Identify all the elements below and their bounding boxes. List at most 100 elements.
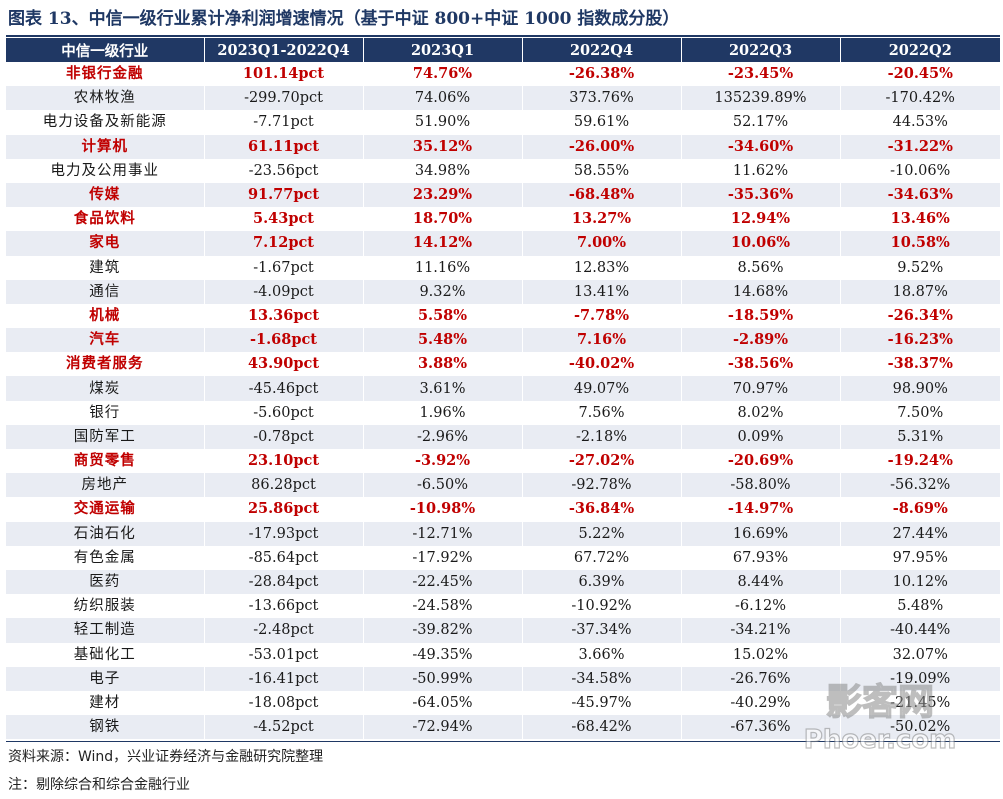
value-cell: -40.29%	[681, 690, 841, 716]
value-cell: -14.97%	[681, 497, 841, 522]
value-cell: -26.34%	[887, 306, 953, 324]
table-row: 银行 -5.60pct 1.96% 7.56% 8.02% 7.50%	[6, 400, 1000, 425]
value-cell: -1.67pct	[204, 255, 364, 280]
industry-name-cell: 通信	[6, 279, 205, 304]
value-cell: 58.55%	[522, 158, 682, 183]
value-cell: -10.98%	[363, 497, 523, 522]
value-cell: -50.02%	[840, 715, 1000, 740]
value-cell: -40.02%	[522, 352, 682, 377]
table-header-row: 中信一级行业 2023Q1-2022Q4 2023Q1 2022Q4 2022Q…	[6, 38, 1000, 62]
value-cell: -6.50%	[363, 473, 523, 498]
table-row: 农林牧渔 -299.70pct 74.06% 373.76% 135239.89% -17…	[6, 86, 1000, 111]
value-cell: 16.69%	[681, 521, 841, 546]
header-2022q4: 2022Q4	[522, 38, 682, 62]
value-cell: 9.52%	[897, 259, 944, 276]
industry-name-cell: 电力设备及新能源	[6, 110, 205, 135]
value-cell: -26.76%	[681, 666, 841, 691]
value-cell: 98.90%	[840, 376, 1000, 401]
value-cell: 34.98%	[363, 158, 523, 183]
value-cell: -68.48%	[522, 182, 682, 208]
value-cell: 11.62%	[681, 158, 841, 183]
value-cell: 7.12pct	[204, 231, 364, 256]
table-row: 消费者服务 43.90pct 3.88% -40.02% -38.56% -38.37%	[6, 352, 1000, 377]
value-cell: -8.69%	[892, 500, 948, 518]
value-cell: 8.56%	[681, 255, 841, 280]
industry-name-cell: 机械	[6, 303, 205, 329]
title-divider	[6, 35, 1000, 37]
industry-name-cell: 国防军工	[6, 424, 205, 449]
table-row: 电子 -16.41pct -50.99% -34.58% -26.76% -19.09%	[6, 666, 1000, 691]
table-row: 轻工制造 -2.48pct -39.82% -37.34% -34.21% -40.44%	[6, 618, 1000, 643]
value-cell: -16.41pct	[204, 666, 364, 691]
value-cell: -20.45%	[887, 65, 953, 83]
value-cell: -1.68pct	[204, 328, 364, 353]
industry-profit-growth-table: 中信一级行业 2023Q1-2022Q4 2023Q1 2022Q4 2022Q…	[6, 38, 1000, 740]
value-cell: -37.34%	[522, 618, 682, 643]
value-cell: 67.93%	[681, 545, 841, 570]
value-cell: 10.58%	[840, 231, 1000, 256]
table-row: 房地产 86.28pct -6.50% -92.78% -58.80% -56.32%	[6, 473, 1000, 498]
industry-name-cell: 交通运输	[6, 497, 205, 522]
source-note: 资料来源：Wind，兴业证券经济与金融研究院整理	[8, 749, 324, 765]
value-cell: 9.32%	[363, 279, 523, 304]
value-cell: 3.61%	[363, 376, 523, 401]
value-cell: -6.12%	[681, 594, 841, 619]
value-cell: 6.39%	[522, 569, 682, 595]
value-cell: -26.00%	[522, 134, 682, 159]
industry-name-cell: 煤炭	[6, 376, 205, 401]
value-cell: 8.44%	[681, 569, 841, 595]
value-cell: -40.44%	[840, 618, 1000, 643]
value-cell: -17.92%	[363, 545, 523, 570]
value-cell: -12.71%	[363, 521, 523, 546]
value-cell: 52.17%	[681, 110, 841, 135]
value-cell: 12.94%	[681, 207, 841, 232]
value-cell: 18.70%	[363, 207, 523, 232]
industry-name-cell: 非银行金融	[6, 62, 205, 87]
value-cell: -18.08pct	[204, 690, 364, 716]
industry-name-cell: 商贸零售	[6, 449, 205, 474]
value-cell: 61.11pct	[204, 134, 364, 159]
value-cell: -56.32%	[840, 473, 1000, 498]
value-cell: -20.69%	[681, 449, 841, 474]
value-cell: 13.41%	[522, 279, 682, 304]
table-row: 煤炭 -45.46pct 3.61% 49.07% 70.97% 98.90%	[6, 376, 1000, 401]
value-cell: 0.09%	[681, 424, 841, 449]
value-cell: -64.05%	[363, 690, 523, 716]
value-cell: 35.12%	[363, 134, 523, 159]
value-cell: 5.48%	[363, 328, 523, 353]
value-cell: 18.87%	[840, 279, 1000, 304]
table-row: 商贸零售 23.10pct -3.92% -27.02% -20.69% -19.24%	[6, 449, 1000, 474]
value-cell: 7.16%	[522, 328, 682, 353]
value-cell: -2.96%	[363, 424, 523, 449]
value-cell: -299.70pct	[204, 86, 364, 111]
header-industry: 中信一级行业	[6, 38, 205, 62]
value-cell: -10.92%	[522, 594, 682, 619]
value-cell: 51.90%	[363, 110, 523, 135]
value-cell: -3.92%	[363, 449, 523, 474]
value-cell: 44.53%	[892, 114, 948, 131]
table-row: 基础化工 -53.01pct -49.35% 3.66% 15.02% 32.07%	[6, 642, 1000, 667]
value-cell: 13.46%	[890, 210, 950, 228]
table-row: 交通运输 25.86pct -10.98% -36.84% -14.97% -8.69%	[6, 497, 1000, 522]
value-cell: -10.06%	[890, 162, 951, 179]
value-cell: 5.43pct	[204, 207, 364, 232]
value-cell: 7.50%	[897, 404, 944, 421]
value-cell: 23.10pct	[204, 449, 364, 474]
value-cell: 67.72%	[522, 545, 682, 570]
value-cell: -45.46pct	[204, 376, 364, 401]
value-cell: -19.09%	[840, 666, 1000, 691]
table-row: 传媒 91.77pct 23.29% -68.48% -35.36% -34.63%	[6, 182, 1000, 208]
value-cell: -68.42%	[522, 715, 682, 740]
value-cell: -4.52pct	[204, 715, 364, 740]
industry-name-cell: 石油石化	[6, 521, 205, 546]
value-cell: -23.56pct	[204, 158, 364, 183]
value-cell: -2.18%	[522, 424, 682, 449]
value-cell: -2.89%	[681, 328, 841, 353]
value-cell: -72.94%	[363, 715, 523, 740]
industry-name-cell: 钢铁	[6, 715, 205, 740]
industry-name-cell: 建筑	[6, 255, 205, 280]
table-row: 机械 13.36pct 5.58% -7.78% -18.59% -26.34%	[6, 303, 1000, 329]
value-cell: -21.45%	[890, 694, 951, 711]
table-row: 纺织服装 -13.66pct -24.58% -10.92% -6.12% 5.48%	[6, 594, 1000, 619]
header-2022q3: 2022Q3	[681, 38, 841, 62]
